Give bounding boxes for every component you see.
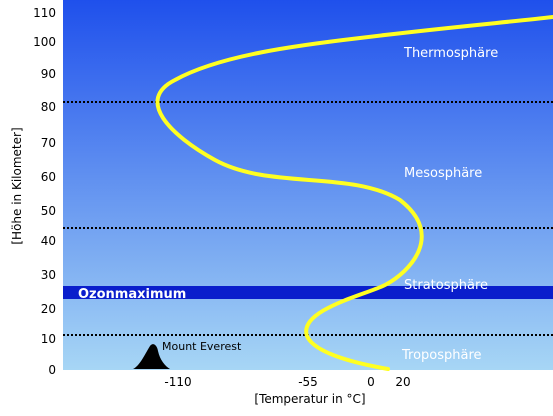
x-tick: -110 xyxy=(164,375,191,389)
x-axis-ticks: -110 -55 0 20 xyxy=(164,375,410,389)
everest-label: Mount Everest xyxy=(162,340,242,353)
troposphere-label: Troposphäre xyxy=(401,348,482,363)
y-tick: 80 xyxy=(41,100,56,114)
thermosphere-label: Thermosphäre xyxy=(403,46,498,61)
y-tick: 110 xyxy=(33,6,56,20)
y-tick: 10 xyxy=(41,332,56,346)
y-tick: 60 xyxy=(41,170,56,184)
plot-area xyxy=(63,0,553,370)
y-axis-ticks: 0 10 20 30 40 50 60 70 80 90 100 110 xyxy=(33,6,56,377)
y-tick: 90 xyxy=(41,67,56,81)
y-tick: 70 xyxy=(41,136,56,150)
ozone-band xyxy=(63,286,553,299)
temperature-curve xyxy=(155,15,553,371)
mesosphere-label: Mesosphäre xyxy=(404,166,482,181)
y-tick: 20 xyxy=(41,302,56,316)
stratosphere-label: Stratosphäre xyxy=(404,278,488,293)
mount-everest-icon xyxy=(133,344,170,369)
x-axis-title: [Temperatur in °C] xyxy=(254,392,365,406)
y-tick: 30 xyxy=(41,268,56,282)
y-tick: 0 xyxy=(48,363,56,377)
x-tick: 20 xyxy=(395,375,410,389)
y-tick: 50 xyxy=(41,204,56,218)
y-axis-title: [Höhe in Kilometer] xyxy=(10,127,24,244)
y-tick: 40 xyxy=(41,234,56,248)
y-tick: 100 xyxy=(33,35,56,49)
x-tick: -55 xyxy=(298,375,318,389)
ozone-label: Ozonmaximum xyxy=(78,287,186,302)
x-tick: 0 xyxy=(367,375,375,389)
